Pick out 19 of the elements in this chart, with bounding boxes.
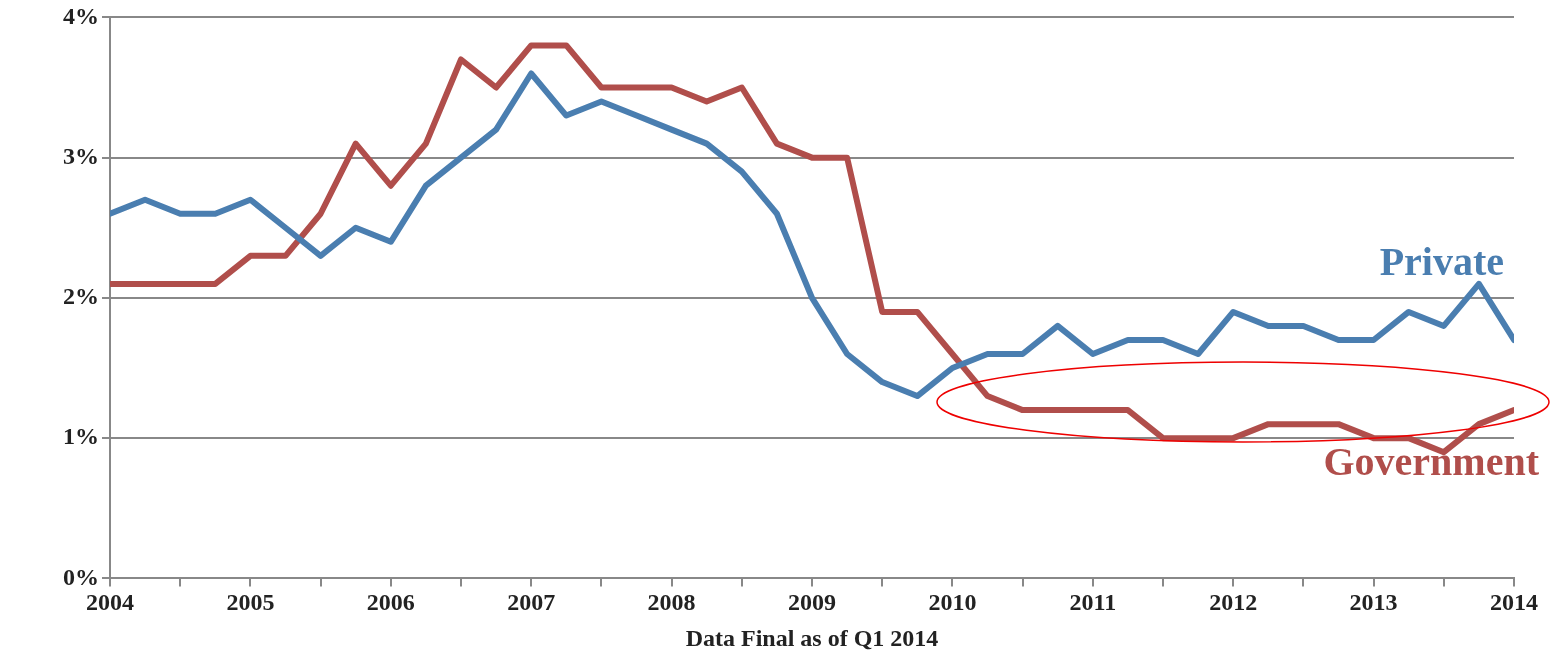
series-label: Government (1323, 439, 1540, 485)
x-tick-label: 2006 (366, 589, 415, 615)
y-tick-label: 3% (63, 142, 99, 169)
x-tick-label: 2011 (1069, 589, 1117, 615)
x-tick-label: 2013 (1349, 589, 1398, 615)
x-tick-label: 2007 (507, 589, 556, 615)
x-tick-label: 2005 (226, 589, 275, 615)
y-tick-label: 2% (63, 283, 99, 310)
x-tick-label: 2004 (86, 589, 134, 615)
x-tick-label: 2009 (788, 589, 836, 615)
y-tick-label: 0% (63, 563, 99, 590)
y-tick-label: 1% (63, 423, 99, 450)
x-tick-label: 2010 (928, 589, 977, 615)
series-label: Private (1379, 239, 1504, 285)
x-axis-title: Data Final as of Q1 2014 (685, 624, 939, 651)
x-tick-label: 2014 (1490, 589, 1538, 615)
x-tick-label: 2012 (1209, 589, 1258, 615)
y-tick-label: 4% (63, 2, 99, 29)
x-tick-label: 2008 (647, 589, 696, 615)
